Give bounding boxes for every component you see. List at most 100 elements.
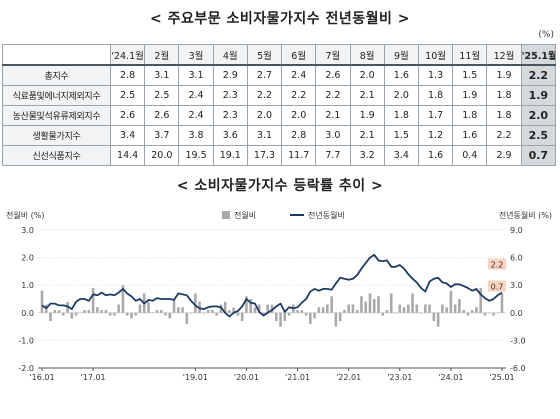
mom-bar [125,312,129,316]
table-cell: 3.6 [212,125,248,146]
mom-bar [321,307,325,313]
table-cell: 1.6 [383,64,419,86]
left-tick-label: 2.0 [21,254,34,263]
mom-bar [240,312,244,322]
mom-bar [274,312,278,322]
table-cell: 1.2 [417,125,454,146]
mom-bar [343,310,346,313]
header-cell: 9월 [383,44,419,66]
mom-bar [432,312,436,322]
callout-box [488,280,506,292]
table-cell: 2.6 [315,64,351,86]
table-cell: 1.8 [452,105,488,126]
legend-bar-swatch [222,211,230,219]
table-cell: 19.1 [212,145,248,166]
right-tick-label: -3.0 [510,336,526,345]
table-cell: 14.4 [109,145,146,166]
mom-bar [49,312,52,322]
table-cell: 1.5 [452,64,488,86]
table-cell: 2.4 [178,85,214,106]
table-cell: 2.0 [281,105,317,126]
mom-bar [411,293,414,313]
row-label: 식료품및에너지제외지수 [2,85,111,106]
table-cell: 2.8 [109,64,146,86]
table-cell: 11.7 [281,145,317,166]
x-tick-label: '17.01 [81,373,106,382]
table-cell: 2.9 [486,145,522,166]
table-cell: 1.5 [383,125,419,146]
mom-bar [249,299,252,313]
table-cell: 1.8 [486,85,522,106]
mom-bar [130,312,133,319]
mom-bar [394,312,397,314]
row-label: 농산물및석유류제외지수 [2,105,111,126]
mom-bar [462,310,465,313]
left-tick-label: 3.0 [21,226,34,235]
header-cell: 2월 [144,44,180,66]
mom-bar [351,304,355,313]
x-tick-label: '22.01 [336,373,361,382]
callout-box [488,258,506,270]
mom-bar [96,307,99,313]
table-cell: 3.4 [109,125,146,146]
x-tick-label: '23.01 [387,373,412,382]
mom-bar [40,290,44,313]
table-row: 총지수 2.8 3.1 3.1 2.9 2.7 2.4 2.6 2.0 1.6 1.3 1.5 1.9 2… [2,64,557,86]
mom-bar [479,287,482,313]
mom-bar [104,310,108,313]
table-row: 생활물가지수 3.4 3.7 3.8 3.6 3.1 2.8 3.0 2.1 1.5 1.2 1.6 2… [2,125,557,146]
table-cell: 3.0 [315,125,351,146]
mom-bar [385,310,389,313]
header-cell: 6월 [281,44,317,66]
table-cell: 2.6 [109,105,146,126]
mom-bar [223,301,227,313]
mom-bar [436,312,440,327]
right-tick-label: -6.0 [510,364,526,373]
mom-bar [487,312,491,314]
mom-bar [415,304,419,313]
mom-bar [100,310,103,313]
table-cell: 2.3 [212,85,248,106]
callout-label: 2.2 [491,261,504,270]
table-cell: 1.6 [452,125,488,146]
table-cell: 3.8 [178,125,214,146]
mom-bar [83,310,86,313]
right-tick-label: 6.0 [510,254,523,263]
mom-bar [189,312,193,314]
right-tick-label: 0.0 [510,309,523,318]
mom-bar [283,312,287,322]
mom-bar [279,312,282,327]
table-cell-latest: 1.9 [520,85,557,106]
mom-bar [194,293,197,313]
cpi-trend-chart: 3.0 2.0 1.0 0.0 -1.0 -2.0 9.0 6.0 3.0 0.0 -3.0 -6.0… [6,210,552,382]
x-tick-label: '16.01 [29,373,54,382]
table-cell: 1.8 [486,105,522,126]
table-cell: 1.9 [486,64,522,86]
table-cell: 2.1 [315,105,351,126]
mom-bar [262,312,265,316]
mom-bar [206,310,210,313]
mom-bar [185,312,189,324]
mom-bar [211,310,214,313]
mom-bar [402,307,406,313]
mom-bar [117,304,120,313]
table-cell: 7.7 [315,145,351,166]
table-cell: 2.5 [144,85,180,106]
table-cell: 1.9 [452,85,488,106]
left-tick-label: 0.0 [21,309,34,318]
left-tick-label: 1.0 [21,281,34,290]
table-cell: 1.6 [417,145,454,166]
mom-bar [355,310,359,313]
mom-bar [57,310,61,313]
mom-bar [449,290,453,313]
mom-bar [424,304,427,313]
table-cell: 3.2 [349,145,385,166]
table-cell: 2.2 [486,125,522,146]
mom-bar [151,312,155,314]
table-cell: 2.5 [109,85,146,106]
table-row: 농산물및석유류제외지수 2.6 2.6 2.4 2.3 2.0 2.0 2.1 1.9 1.8 1.… [2,105,557,126]
mom-bar [155,310,159,313]
table-cell: 2.0 [349,64,385,86]
table-cell: 2.6 [144,105,180,126]
table-cell: 2.3 [212,105,248,126]
